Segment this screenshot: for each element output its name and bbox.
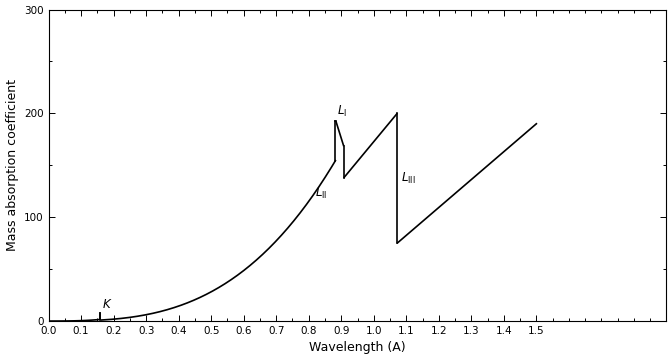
Text: $L_{\mathrm{III}}$: $L_{\mathrm{III}}$ [401,171,416,186]
Text: $K$: $K$ [101,298,112,311]
Text: $L_{\mathrm{I}}$: $L_{\mathrm{I}}$ [337,103,347,118]
Text: $L_{\mathrm{II}}$: $L_{\mathrm{II}}$ [315,186,328,201]
X-axis label: Wavelength (A): Wavelength (A) [309,341,406,355]
Y-axis label: Mass absorption coefficient: Mass absorption coefficient [5,79,19,251]
